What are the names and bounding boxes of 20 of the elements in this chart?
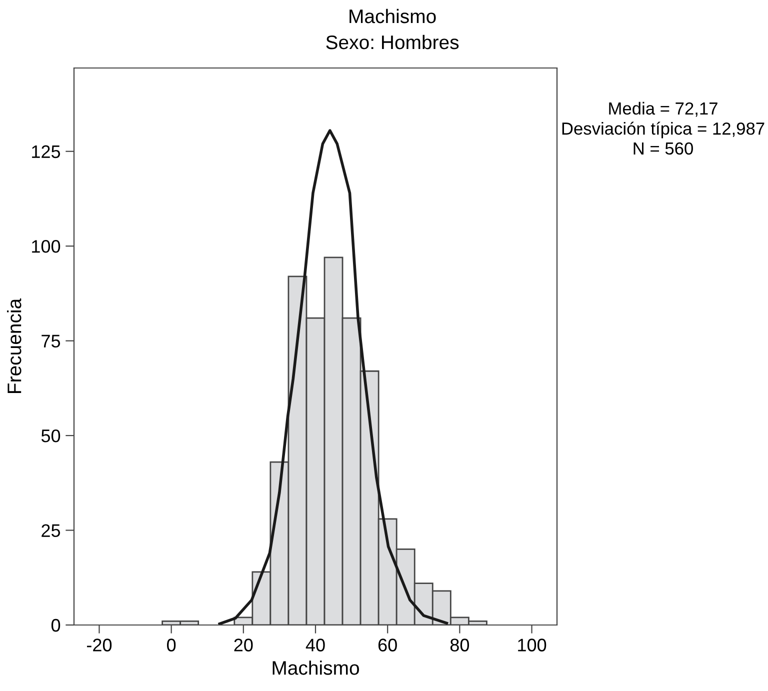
x-tick-label: 60 bbox=[378, 638, 397, 652]
chart-subtitle: Sexo: Hombres bbox=[326, 34, 459, 50]
x-tick-label: 80 bbox=[450, 638, 470, 652]
x-tick-label: 100 bbox=[518, 638, 546, 652]
text: N = 560 bbox=[634, 142, 693, 155]
x-tick-label: 0 bbox=[167, 638, 176, 652]
y-tick-label: 0 bbox=[51, 618, 60, 632]
x-axis-title: Machismo bbox=[272, 660, 359, 675]
y-tick-label: 75 bbox=[42, 334, 60, 348]
text: Media = 72,17 bbox=[609, 102, 718, 117]
y-tick-label: 25 bbox=[42, 524, 60, 537]
y-tick-label: 100 bbox=[32, 240, 60, 253]
y-tick-label: 125 bbox=[32, 145, 60, 158]
text: Desviación típica = 12,987 bbox=[562, 122, 764, 138]
y-tick-label: 50 bbox=[41, 429, 60, 442]
x-tick-label: -20 bbox=[86, 638, 112, 652]
x-tick-label: 40 bbox=[306, 638, 325, 652]
y-axis-title: Frecuencia bbox=[7, 298, 22, 393]
chart-title: Machismo bbox=[350, 8, 436, 24]
x-tick-label: 20 bbox=[234, 638, 253, 652]
